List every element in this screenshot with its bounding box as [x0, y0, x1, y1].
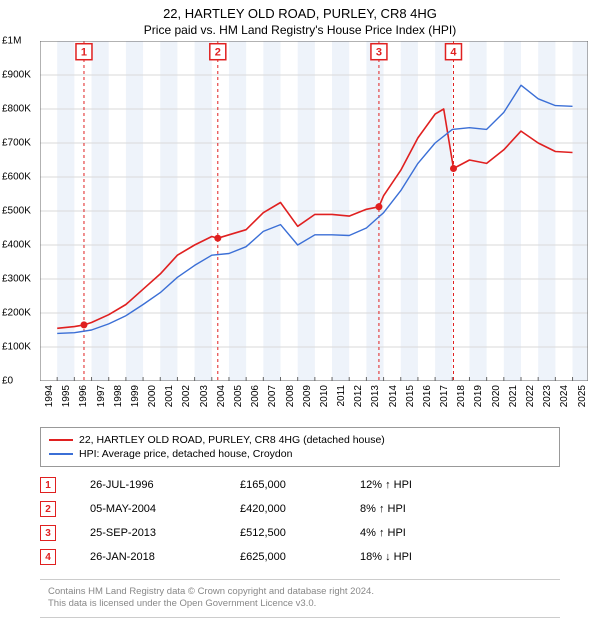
sales-table: 1 26-JUL-1996 £165,000 12% ↑ HPI 2 05-MA… [40, 473, 560, 569]
table-row: 2 05-MAY-2004 £420,000 8% ↑ HPI [40, 497, 560, 521]
y-axis-label: £800K [2, 104, 31, 115]
x-axis-label: 2021 [508, 385, 519, 407]
chart-plot-area: 1234 £0£100K£200K£300K£400K£500K£600K£70… [40, 41, 588, 381]
x-axis-label: 1998 [113, 385, 124, 407]
sale-marker-number: 2 [215, 47, 221, 59]
x-axis-label: 2023 [542, 385, 553, 407]
x-axis-label: 2003 [199, 385, 210, 407]
x-axis-label: 2002 [181, 385, 192, 407]
legend-swatch [49, 453, 73, 455]
sale-date: 05-MAY-2004 [90, 497, 240, 521]
legend-item: HPI: Average price, detached house, Croy… [49, 447, 551, 461]
x-axis-label: 1999 [130, 385, 141, 407]
x-axis: 1994 1995 1996 1997 1998 1999 2000 2001 2002 2003… [40, 381, 588, 421]
sale-price: £512,500 [240, 521, 360, 545]
sale-delta: 18% ↓ HPI [360, 545, 560, 569]
x-axis-label: 1994 [44, 385, 55, 407]
sale-price: £165,000 [240, 473, 360, 497]
x-axis-label: 2009 [302, 385, 313, 407]
legend-swatch [49, 439, 73, 441]
footer-line-2: This data is licensed under the Open Gov… [48, 598, 552, 610]
sale-marker-dot [214, 235, 221, 242]
sale-row-marker: 3 [40, 525, 56, 541]
sale-delta: 8% ↑ HPI [360, 497, 560, 521]
y-axis-label: £600K [2, 172, 31, 183]
y-axis-label: £1M [2, 36, 21, 47]
x-axis-label: 1996 [78, 385, 89, 407]
sale-delta: 4% ↑ HPI [360, 521, 560, 545]
x-axis-label: 2004 [216, 385, 227, 407]
x-axis-label: 2022 [525, 385, 536, 407]
sale-row-marker: 1 [40, 477, 56, 493]
y-axis-label: £300K [2, 274, 31, 285]
chart-container: 22, HARTLEY OLD ROAD, PURLEY, CR8 4HG Pr… [0, 0, 600, 618]
sale-marker-dot [375, 203, 382, 210]
y-axis-label: £0 [2, 376, 13, 387]
x-axis-label: 2017 [439, 385, 450, 407]
table-row: 1 26-JUL-1996 £165,000 12% ↑ HPI [40, 473, 560, 497]
x-axis-label: 2016 [422, 385, 433, 407]
x-axis-label: 1997 [96, 385, 107, 407]
legend-label: 22, HARTLEY OLD ROAD, PURLEY, CR8 4HG (d… [79, 434, 385, 446]
table-row: 4 26-JAN-2018 £625,000 18% ↓ HPI [40, 545, 560, 569]
chart-subtitle: Price paid vs. HM Land Registry's House … [0, 21, 600, 41]
sale-date: 26-JUL-1996 [90, 473, 240, 497]
sale-delta: 12% ↑ HPI [360, 473, 560, 497]
x-axis-label: 2019 [473, 385, 484, 407]
sale-marker-dot [450, 165, 457, 172]
sale-date: 25-SEP-2013 [90, 521, 240, 545]
x-axis-label: 2007 [267, 385, 278, 407]
chart-title: 22, HARTLEY OLD ROAD, PURLEY, CR8 4HG [0, 0, 600, 21]
footer-line-1: Contains HM Land Registry data © Crown c… [48, 586, 552, 598]
x-axis-label: 2018 [456, 385, 467, 407]
x-axis-label: 2014 [388, 385, 399, 407]
table-row: 3 25-SEP-2013 £512,500 4% ↑ HPI [40, 521, 560, 545]
y-axis-label: £500K [2, 206, 31, 217]
sale-marker-dot [80, 321, 87, 328]
x-axis-label: 1995 [61, 385, 72, 407]
sale-marker-number: 1 [81, 47, 87, 59]
y-axis-label: £900K [2, 70, 31, 81]
legend: 22, HARTLEY OLD ROAD, PURLEY, CR8 4HG (d… [40, 427, 560, 467]
x-axis-label: 2010 [319, 385, 330, 407]
y-axis-label: £400K [2, 240, 31, 251]
x-axis-label: 2020 [491, 385, 502, 407]
x-axis-label: 2025 [577, 385, 588, 407]
footer-attribution: Contains HM Land Registry data © Crown c… [40, 579, 560, 618]
x-axis-label: 2015 [405, 385, 416, 407]
legend-label: HPI: Average price, detached house, Croy… [79, 448, 292, 460]
x-axis-label: 2013 [370, 385, 381, 407]
x-axis-label: 2012 [353, 385, 364, 407]
y-axis-label: £100K [2, 342, 31, 353]
chart-svg: 1 2 3 4 [40, 41, 588, 381]
sale-price: £420,000 [240, 497, 360, 521]
x-axis-label: 2001 [164, 385, 175, 407]
sale-marker-number: 3 [376, 47, 382, 59]
x-axis-label: 2024 [559, 385, 570, 407]
sale-date: 26-JAN-2018 [90, 545, 240, 569]
legend-item: 22, HARTLEY OLD ROAD, PURLEY, CR8 4HG (d… [49, 433, 551, 447]
x-axis-label: 2006 [250, 385, 261, 407]
x-axis-label: 2005 [233, 385, 244, 407]
x-axis-label: 2000 [147, 385, 158, 407]
y-axis-label: £700K [2, 138, 31, 149]
sale-row-marker: 4 [40, 549, 56, 565]
sale-row-marker: 2 [40, 501, 56, 517]
y-axis-label: £200K [2, 308, 31, 319]
x-axis-label: 2011 [336, 385, 347, 407]
sale-price: £625,000 [240, 545, 360, 569]
x-axis-label: 2008 [285, 385, 296, 407]
sale-marker-number: 4 [450, 47, 457, 59]
